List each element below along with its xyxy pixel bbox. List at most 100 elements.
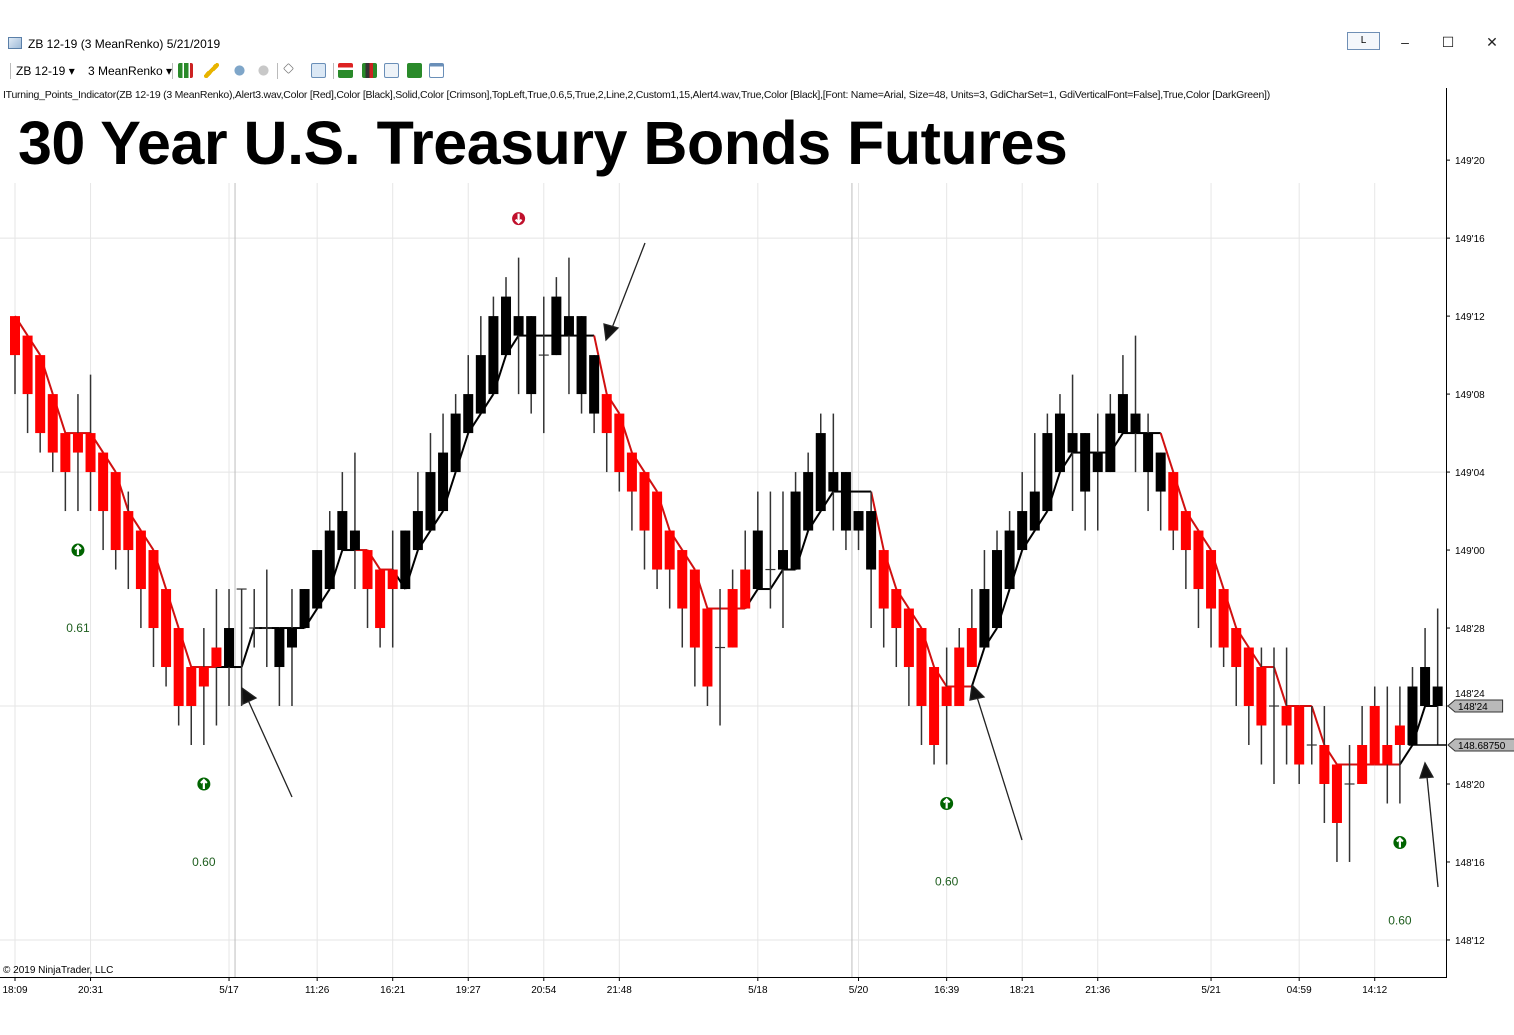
candle-up: [1017, 511, 1028, 551]
title-bar: ZB 12-19 (3 MeanRenko) 5/21/2019 L – ☐ ✕: [0, 30, 1514, 58]
candle-up: [1432, 686, 1443, 707]
add-indicator-icon[interactable]: [232, 63, 247, 78]
x-tick-label: 5/21: [1201, 985, 1221, 996]
trend-line-segment: [240, 627, 256, 668]
annotation-arrow: [1426, 776, 1439, 888]
candle-down: [211, 647, 222, 668]
annotation-arrow: [976, 696, 1023, 841]
candle-up: [349, 530, 360, 551]
trend-line-segment: [870, 491, 885, 551]
y-tick-label: 149'04: [1455, 468, 1485, 479]
y-tick-label: 148'16: [1455, 858, 1485, 869]
candle-down: [1256, 667, 1267, 726]
maximize-button[interactable]: ☐: [1441, 34, 1455, 50]
y-tick-label: 148'24: [1455, 689, 1485, 700]
y-tick-label: 149'20: [1455, 156, 1485, 167]
candle-down: [10, 316, 20, 356]
candle-down: [362, 550, 373, 590]
dollar-icon[interactable]: [407, 63, 422, 78]
candle-down: [186, 667, 197, 707]
candle-down: [375, 569, 386, 629]
candle-down: [916, 628, 927, 707]
link-button[interactable]: L: [1347, 32, 1380, 50]
trend-line-segment: [593, 335, 608, 395]
candle-up: [1143, 433, 1154, 473]
arrowhead-icon: [603, 323, 620, 342]
candle-up: [589, 355, 600, 414]
candle-up: [1407, 686, 1418, 746]
y-tick-label: 149'12: [1455, 312, 1485, 323]
candle-up: [803, 472, 814, 531]
candle-down: [1231, 628, 1242, 668]
candle-up: [324, 530, 335, 590]
toolbar-separator: [172, 63, 173, 79]
drawing-pencil-icon[interactable]: [204, 63, 219, 78]
candle-up: [866, 511, 877, 570]
annotation-arrow: [247, 699, 293, 798]
data-box-icon[interactable]: [429, 63, 444, 78]
candle-up: [563, 316, 574, 336]
candle-down: [740, 569, 751, 609]
x-tick-label: 20:31: [78, 985, 103, 996]
properties-chart-icon[interactable]: [384, 63, 399, 78]
candle-down: [601, 394, 612, 434]
y-tick-label: 148'20: [1455, 780, 1485, 791]
turning-point-ratio: 0.60: [192, 855, 216, 869]
chart-style-icon[interactable]: [178, 63, 193, 78]
x-tick-label: 21:48: [607, 985, 632, 996]
candle-up: [337, 511, 348, 551]
candle-down: [652, 491, 663, 570]
annotation-arrows: [241, 242, 1439, 888]
candle-down: [60, 433, 71, 473]
x-tick-label: 16:39: [934, 985, 959, 996]
x-tick-label: 16:21: [380, 985, 405, 996]
price-axis-line: [1446, 88, 1447, 977]
candle-down: [878, 550, 889, 609]
candle-up: [815, 433, 826, 512]
candle-down: [135, 530, 146, 590]
y-tick-label: 149'00: [1455, 546, 1485, 557]
candle-up: [438, 452, 449, 512]
chart-toolbar: ZB 12-19 ▾ 3 MeanRenko ▾: [0, 60, 1514, 82]
instrument-selector[interactable]: ZB 12-19 ▾: [16, 64, 75, 78]
candle-down: [702, 608, 713, 687]
bar-type-selector[interactable]: 3 MeanRenko ▾: [88, 64, 173, 78]
candle-down: [98, 452, 109, 512]
candle-down: [664, 530, 675, 570]
y-tick-label: 148'12: [1455, 936, 1485, 947]
arrowhead-icon: [1419, 761, 1435, 779]
trend-line-segment: [769, 568, 784, 590]
candle-down: [689, 569, 700, 648]
candle-up: [286, 628, 297, 648]
candle-up: [777, 550, 788, 570]
chart-overlay-title: 30 Year U.S. Treasury Bonds Futures: [18, 109, 1068, 177]
candle-down: [1357, 745, 1368, 784]
x-tick-label: 5/18: [748, 985, 768, 996]
candle-down: [677, 550, 688, 609]
candle-up: [752, 530, 763, 590]
x-tick-label: 5/17: [219, 985, 239, 996]
candle-up: [274, 628, 285, 668]
candle-down: [891, 589, 902, 629]
candle-down: [966, 628, 977, 668]
candle-up: [1420, 667, 1431, 707]
strategies-icon[interactable]: [338, 63, 353, 78]
candle-up: [312, 550, 323, 609]
candle-down: [387, 569, 398, 590]
time-axis-line: [0, 977, 1447, 978]
close-button[interactable]: ✕: [1486, 34, 1498, 50]
zoom-icon[interactable]: [311, 63, 326, 78]
remove-indicator-icon[interactable]: [256, 63, 271, 78]
minimize-button[interactable]: –: [1401, 34, 1409, 50]
candle-down: [1369, 706, 1380, 765]
candle-down: [639, 472, 650, 531]
arrowhead-icon: [969, 683, 986, 701]
turning-point-ratio: 0.61: [66, 621, 90, 635]
y-tick-label: 149'16: [1455, 234, 1485, 245]
candle-up: [488, 316, 499, 395]
bar-chart-icon[interactable]: [362, 63, 377, 78]
candle-down: [110, 472, 121, 551]
candle-up: [1130, 413, 1141, 434]
candle-up: [551, 296, 562, 356]
